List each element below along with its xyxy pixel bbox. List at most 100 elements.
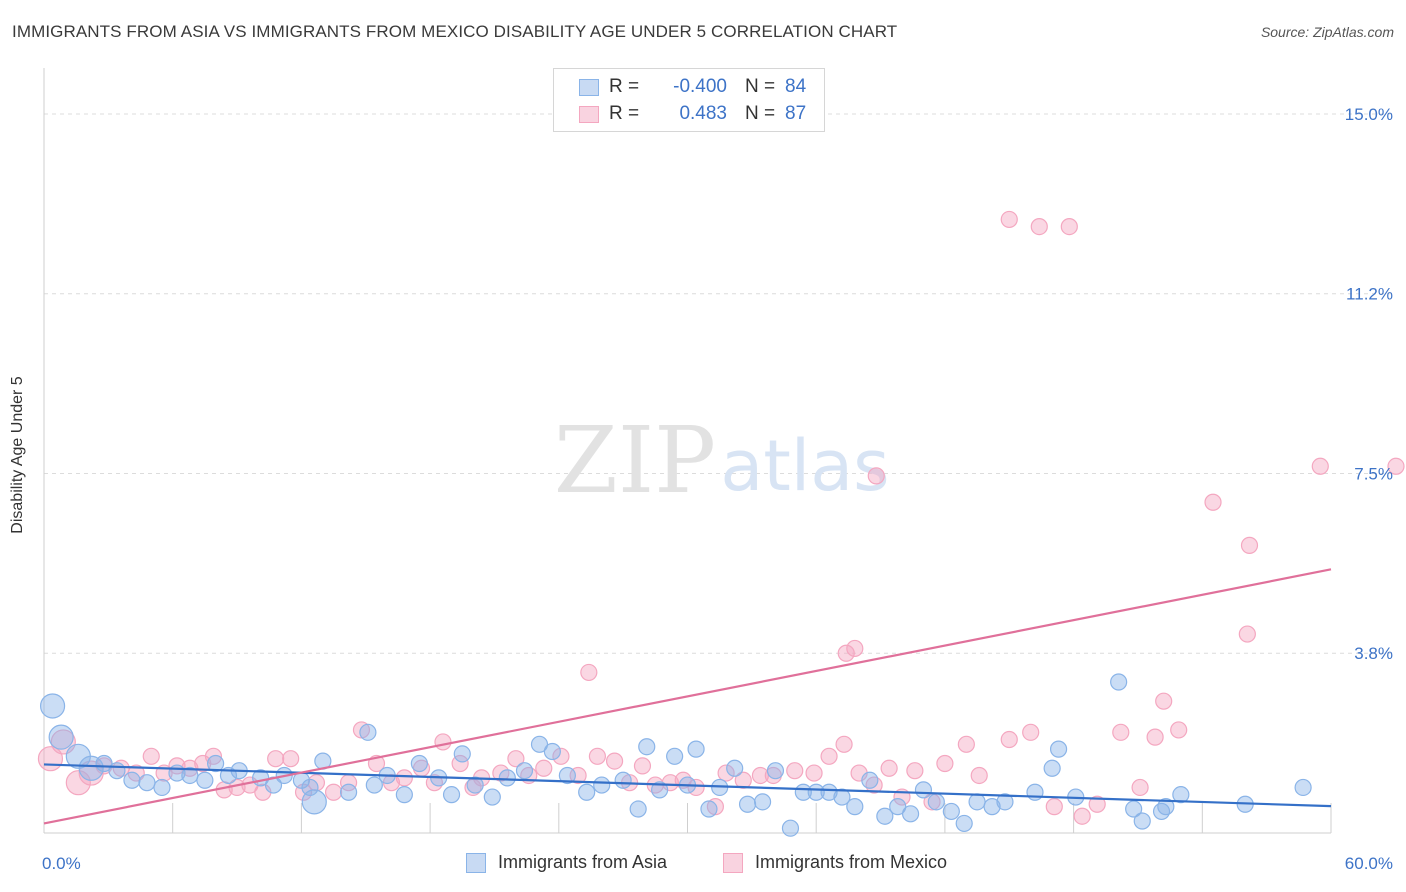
data-point (365, 776, 383, 794)
legend-label-mexico: Immigrants from Mexico (755, 852, 948, 872)
legend-swatch-mexico (579, 105, 599, 123)
data-point (1146, 728, 1164, 746)
data-point (395, 786, 413, 804)
data-point (395, 769, 413, 787)
data-point (651, 781, 669, 799)
axes (43, 68, 1332, 834)
legend-item-asia[interactable]: Immigrants from Asia (466, 852, 667, 873)
data-point (738, 795, 757, 813)
data-point (835, 735, 853, 753)
data-point (1000, 730, 1018, 749)
data-point (498, 769, 516, 787)
data-point (558, 766, 576, 785)
legend-n-value: 84 (785, 76, 807, 97)
data-point (1294, 778, 1312, 797)
data-point (942, 802, 960, 821)
watermark-atlas: atlas (720, 425, 889, 507)
legend-n-label: N = (745, 76, 776, 97)
data-point (1155, 692, 1173, 710)
data-point (48, 724, 74, 750)
data-point (1045, 798, 1063, 816)
data-point (1060, 218, 1078, 236)
data-point (906, 762, 924, 780)
data-point (955, 814, 973, 833)
data-point (1073, 807, 1091, 825)
data-point (1110, 673, 1128, 691)
legend-swatch-asia (466, 852, 486, 873)
data-point (666, 747, 684, 765)
data-point (207, 754, 225, 773)
data-point (717, 764, 735, 782)
legend-swatch-asia (579, 78, 599, 96)
trend-lines (43, 568, 1332, 825)
data-point (781, 819, 800, 837)
data-point (629, 800, 647, 818)
data-point (324, 783, 343, 801)
data-point (1157, 798, 1175, 816)
data-point (301, 789, 327, 815)
data-point (1172, 786, 1190, 804)
series-legend: Immigrants from Asia Immigrants from Mex… (0, 852, 1406, 876)
data-point (968, 793, 986, 811)
data-point (914, 781, 933, 799)
data-point (880, 759, 898, 777)
data-point (1043, 759, 1061, 777)
data-point (833, 788, 851, 806)
data-point (535, 759, 553, 777)
legend-r-label: R = (609, 76, 640, 97)
data-point (301, 778, 319, 797)
data-point (65, 770, 91, 796)
data-point (466, 776, 484, 794)
data-point (837, 644, 855, 662)
data-point (766, 762, 785, 780)
data-point (507, 750, 525, 768)
data-point (889, 798, 907, 816)
data-point (464, 778, 482, 797)
data-point (578, 783, 596, 801)
data-point (970, 766, 988, 785)
y-tick-label: 7.5% (1354, 464, 1393, 483)
data-point (753, 793, 772, 811)
y-axis-label: Disability Age Under 5 (9, 376, 26, 534)
data-point (996, 793, 1014, 811)
data-point (1133, 812, 1151, 830)
legend-n-label: N = (745, 103, 776, 124)
data-point (846, 798, 864, 816)
data-point (927, 793, 945, 811)
data-point (1030, 218, 1048, 236)
data-point (936, 754, 954, 773)
legend-row-mexico: R = 0.483 N = 87 (554, 100, 806, 128)
data-point (1026, 783, 1044, 801)
correlation-legend: R = -0.400 N = 84 R = 0.483 N = 87 (553, 68, 825, 132)
y-tick-label: 3.8% (1354, 644, 1393, 663)
watermark-zip: ZIP (554, 407, 716, 514)
data-point (1112, 723, 1130, 741)
tick-labels: 3.8% 7.5% 11.2% 15.0% 0.0% 60.0% (42, 105, 1393, 873)
data-point (901, 805, 920, 823)
data-point (580, 663, 598, 682)
legend-item-mexico[interactable]: Immigrants from Mexico (723, 852, 947, 873)
legend-r-value: 0.483 (679, 103, 727, 124)
data-point (588, 747, 607, 765)
data-point (638, 738, 656, 756)
data-point (543, 742, 561, 761)
data-point (1000, 210, 1018, 229)
data-point (483, 788, 501, 806)
chart-title: IMMIGRANTS FROM ASIA VS IMMIGRANTS FROM … (12, 22, 898, 41)
data-point (786, 762, 804, 780)
data-point (983, 798, 1001, 816)
mexico-points (37, 210, 1405, 825)
data-point (142, 747, 160, 765)
data-point (453, 745, 471, 763)
legend-n-value: 87 (785, 103, 807, 124)
legend-row-asia: R = -0.400 N = 84 (554, 73, 806, 101)
data-point (805, 764, 823, 782)
data-point (359, 723, 377, 741)
data-point (861, 771, 879, 789)
data-point (734, 771, 752, 789)
data-point (1170, 721, 1188, 739)
data-point (633, 757, 652, 775)
data-point (876, 807, 894, 825)
source-label: Source: ZipAtlas.com (1260, 24, 1394, 40)
data-point (530, 735, 549, 753)
